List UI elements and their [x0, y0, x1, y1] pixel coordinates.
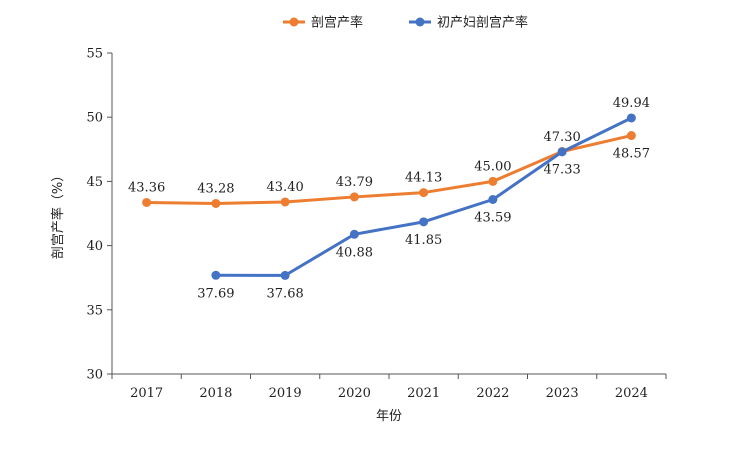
x-tick-label: 2020	[338, 386, 371, 401]
x-tick-label: 2023	[546, 386, 579, 401]
x-tick-label: 2024	[615, 386, 648, 401]
data-point	[280, 270, 290, 280]
data-point	[626, 113, 636, 123]
data-label: 48.57	[613, 147, 650, 162]
data-point	[349, 192, 359, 202]
data-point	[419, 188, 429, 198]
data-label: 40.88	[336, 245, 373, 260]
x-axis-title: 年份	[376, 409, 402, 424]
data-point	[557, 147, 567, 157]
y-tick-label: 40	[86, 239, 103, 254]
data-labels: 43.36 43.28 43.40 43.79 44.13 45.00 47.33 48.57…	[128, 96, 650, 301]
x-tick-label: 2019	[269, 386, 302, 401]
data-label: 37.69	[197, 286, 234, 301]
data-point	[211, 270, 221, 280]
data-label: 43.59	[474, 211, 511, 226]
legend-label: 剖宫产率	[311, 15, 363, 31]
y-axis: 30 35 40 45 50 55	[86, 47, 113, 383]
legend: 剖宫产率 初产妇剖宫产率	[283, 15, 528, 31]
data-label: 45.00	[474, 159, 511, 174]
x-axis: 2017 2018 2019 2020 2021 2022 2023 2024	[111, 373, 667, 401]
legend-swatch-marker	[415, 17, 425, 27]
x-tick-label: 2022	[476, 386, 509, 401]
data-point	[488, 176, 498, 186]
data-point	[419, 217, 429, 227]
data-point	[626, 131, 636, 141]
data-label: 37.68	[267, 286, 304, 301]
data-label: 43.40	[267, 180, 304, 195]
legend-swatch-marker	[289, 17, 299, 27]
x-tick-label: 2018	[199, 386, 232, 401]
y-tick-label: 30	[86, 368, 103, 383]
data-label: 47.33	[544, 162, 581, 177]
data-label: 41.85	[405, 233, 442, 248]
y-axis-title: 剖宫产率（%）	[50, 169, 66, 259]
y-tick-label: 55	[86, 47, 103, 62]
data-label: 47.30	[544, 130, 581, 145]
data-label: 43.36	[128, 180, 165, 195]
data-point	[142, 197, 152, 207]
data-point	[280, 197, 290, 207]
data-label: 43.79	[336, 175, 373, 190]
data-point	[349, 229, 359, 239]
data-label: 43.28	[197, 181, 234, 196]
data-label: 44.13	[405, 171, 442, 186]
data-label: 49.94	[613, 96, 650, 111]
y-tick-label: 35	[86, 303, 103, 318]
data-point	[211, 198, 221, 208]
legend-label: 初产妇剖宫产率	[437, 15, 528, 31]
x-tick-label: 2017	[130, 386, 163, 401]
x-tick-label: 2021	[407, 386, 440, 401]
series-layer	[142, 113, 636, 280]
data-point	[488, 195, 498, 205]
y-tick-label: 50	[86, 111, 103, 126]
y-tick-label: 45	[86, 175, 103, 190]
series-line-0	[146, 134, 632, 205]
